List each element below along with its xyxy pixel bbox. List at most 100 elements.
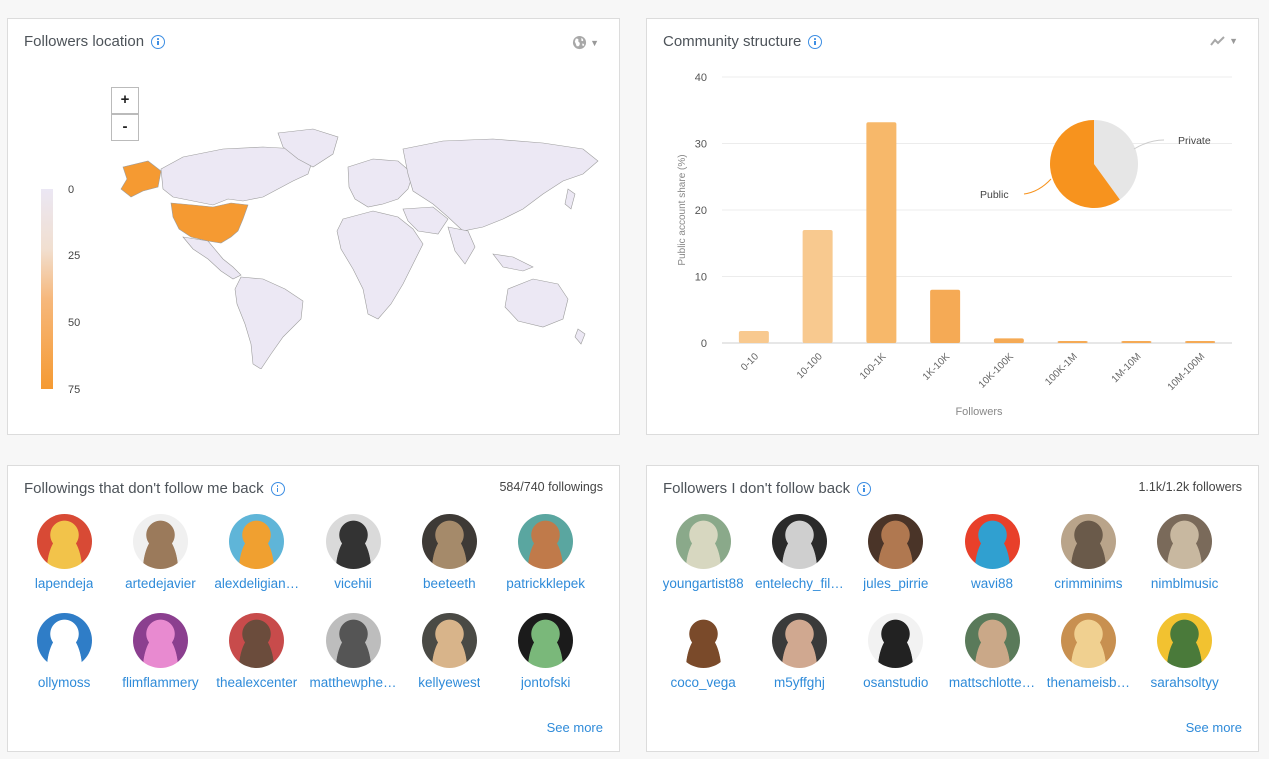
user-item[interactable]: artedejavier [112,514,208,613]
user-item[interactable]: wavi88 [944,514,1040,613]
avatar[interactable] [325,514,381,569]
followers-location-title: Followers location [24,33,166,50]
x-tick-label: 0-10 [739,351,761,373]
username-link[interactable]: artedejavier [125,576,196,591]
pie-leader-line [1133,139,1165,150]
user-item[interactable]: jules_pirrie [848,514,944,613]
username-link[interactable]: alexdeligian… [214,576,300,591]
avatar[interactable] [1157,514,1213,569]
user-item[interactable]: mattschlotte… [944,613,1040,712]
avatar[interactable] [229,514,285,569]
avatar[interactable] [325,613,381,668]
avatar[interactable] [132,613,188,668]
user-item[interactable]: m5yffghj [751,613,847,712]
username-link[interactable]: youngartist88 [662,576,744,591]
zoom-in-button[interactable]: + [111,87,139,114]
x-tick-label: 1K-10K [921,351,953,383]
user-item[interactable]: lapendeja [16,514,112,613]
y-tick-label: 10 [695,272,707,284]
username-link[interactable]: jules_pirrie [863,576,929,591]
globe-icon [573,35,587,50]
user-item[interactable]: flimflammery [112,613,208,712]
user-item[interactable]: osanstudio [848,613,944,712]
user-item[interactable]: ollymoss [16,613,112,712]
avatar[interactable] [1060,613,1116,668]
avatar[interactable] [771,613,827,668]
username-link[interactable]: jontofski [520,675,571,690]
zoom-out-button[interactable]: - [111,114,139,141]
y-tick-label: 30 [695,139,707,151]
avatar[interactable] [675,613,731,668]
avatar[interactable] [229,613,285,668]
x-tick-label: 100K-1M [1043,351,1079,387]
user-item[interactable]: thenameisb… [1040,613,1136,712]
chevron-down-icon: ▼ [590,37,599,48]
username-link[interactable]: entelechy_fil… [755,576,844,591]
user-item[interactable]: vicehii [305,514,401,613]
see-more-link[interactable]: See more [546,720,603,735]
y-axis-label: Public account share (%) [677,154,688,265]
info-icon[interactable] [857,481,872,496]
username-link[interactable]: coco_vega [670,675,736,690]
username-link[interactable]: kellyewest [418,675,481,690]
user-item[interactable]: jontofski [497,613,593,712]
user-item[interactable]: thealexcenter [209,613,305,712]
user-item[interactable]: matthewphe… [305,613,401,712]
avatar[interactable] [36,613,92,668]
user-item[interactable]: crimminims [1040,514,1136,613]
username-link[interactable]: matthewphe… [309,675,397,690]
avatar[interactable] [421,613,477,668]
world-map[interactable] [113,119,603,369]
avatar[interactable] [868,514,924,569]
avatar[interactable] [964,613,1020,668]
followers-location-card: Followers location ▼ + - 0 25 50 75 [7,18,620,435]
username-link[interactable]: thenameisb… [1046,675,1130,690]
chart-type-menu[interactable]: ▼ [1210,35,1238,47]
see-more-link[interactable]: See more [1185,720,1242,735]
avatar[interactable] [964,514,1020,569]
username-link[interactable]: crimminims [1054,576,1123,591]
user-item[interactable]: alexdeligian… [209,514,305,613]
map-type-menu[interactable]: ▼ [572,35,599,50]
avatar[interactable] [132,514,188,569]
avatar[interactable] [1060,514,1116,569]
followers-card-title: Followers I don't follow back [663,480,872,497]
username-link[interactable]: thealexcenter [216,675,298,690]
info-icon[interactable] [151,34,166,49]
pie-slice [1094,120,1138,200]
username-link[interactable]: sarahsoltyy [1150,675,1219,690]
followers-count: 1.1k/1.2k followers [1138,480,1242,494]
bar [993,338,1024,343]
username-link[interactable]: nimblmusic [1150,576,1219,591]
bar [802,229,833,343]
user-item[interactable]: coco_vega [655,613,751,712]
info-icon[interactable] [270,481,285,496]
bar [1057,341,1088,343]
user-item[interactable]: nimblmusic [1136,514,1232,613]
avatar[interactable] [868,613,924,668]
avatar[interactable] [36,514,92,569]
username-link[interactable]: vicehii [334,576,372,591]
user-item[interactable]: youngartist88 [655,514,751,613]
avatar[interactable] [771,514,827,569]
user-item[interactable]: kellyewest [401,613,497,712]
username-link[interactable]: ollymoss [37,675,91,690]
username-link[interactable]: mattschlotte… [948,675,1036,690]
user-item[interactable]: sarahsoltyy [1136,613,1232,712]
avatar[interactable] [518,514,574,569]
username-link[interactable]: m5yffghj [774,675,825,690]
username-link[interactable]: flimflammery [122,675,199,690]
username-link[interactable]: lapendeja [34,576,94,591]
avatar[interactable] [675,514,731,569]
username-link[interactable]: wavi88 [971,576,1014,591]
username-link[interactable]: beeteeth [423,576,476,591]
info-icon[interactable] [808,34,823,49]
username-link[interactable]: osanstudio [863,675,929,690]
avatar[interactable] [1157,613,1213,668]
avatar[interactable] [421,514,477,569]
username-link[interactable]: patrickklepek [506,576,586,591]
user-item[interactable]: beeteeth [401,514,497,613]
user-item[interactable]: patrickklepek [497,514,593,613]
user-item[interactable]: entelechy_fil… [751,514,847,613]
avatar[interactable] [518,613,574,668]
